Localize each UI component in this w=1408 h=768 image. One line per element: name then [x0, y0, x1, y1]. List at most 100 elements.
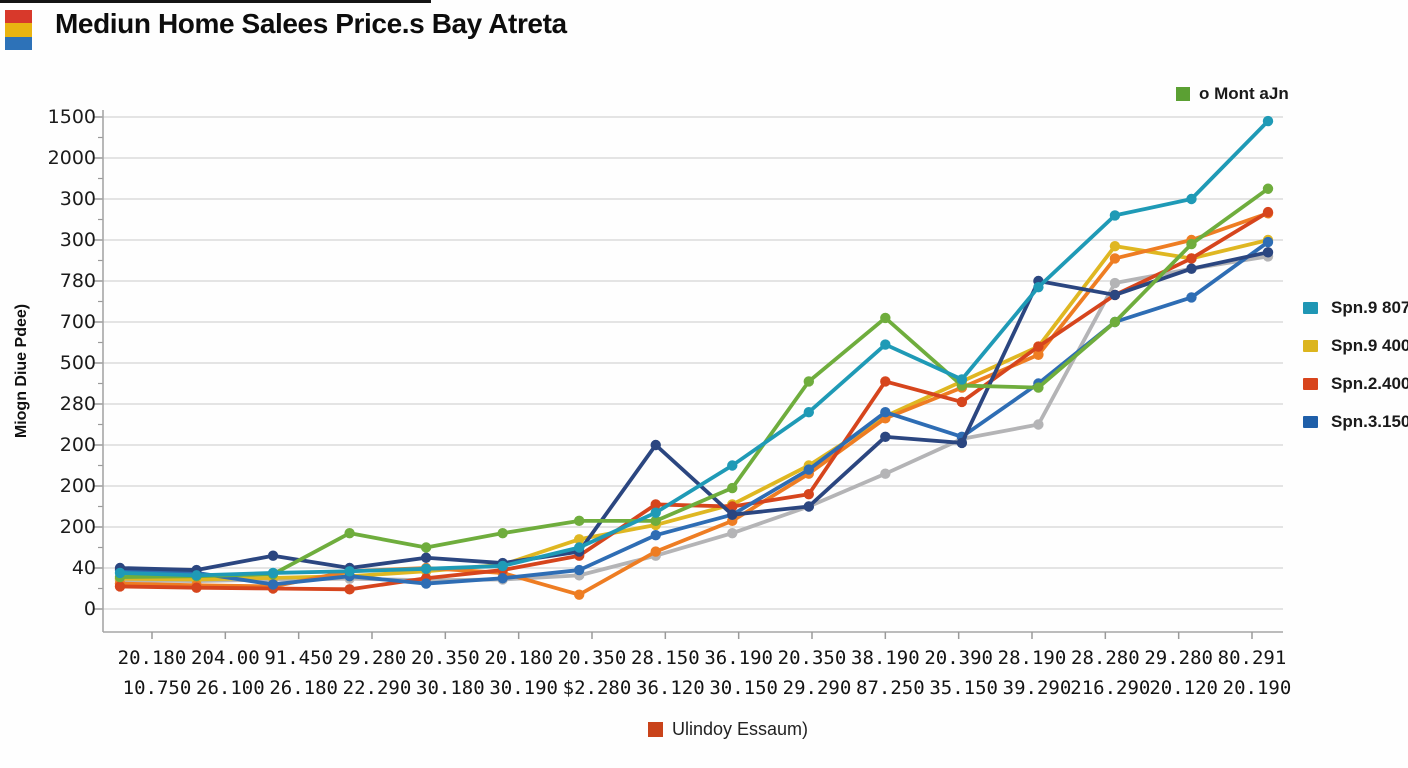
x-tick-label: 80.291	[1217, 647, 1287, 669]
data-point	[574, 515, 585, 527]
y-tick-label: 300	[59, 229, 96, 251]
x-tick-label: 20.120	[1149, 677, 1218, 699]
x-tick-label: 20.350	[777, 647, 847, 669]
data-point	[1109, 253, 1121, 264]
data-point	[267, 567, 279, 579]
data-point	[727, 509, 738, 520]
data-point	[880, 376, 891, 387]
data-point	[191, 582, 202, 593]
data-point	[803, 501, 814, 512]
series-line-series-gray	[118, 254, 1270, 584]
x-tick-label: $2.280	[562, 677, 632, 699]
data-point	[420, 542, 432, 553]
data-point	[574, 564, 585, 576]
legend-label: Spn.9 400	[1331, 336, 1408, 355]
x-tick-label: 29.280	[1144, 647, 1213, 669]
series-line-o-mont-ajn	[118, 186, 1270, 579]
y-tick-label: 280	[59, 393, 96, 415]
data-point	[1033, 281, 1044, 293]
logo-yellow-band	[5, 23, 32, 37]
x-tick-label: 204.00	[191, 647, 260, 669]
x-tick-label: 216.290	[1070, 677, 1151, 699]
x-tick-label: 29.280	[337, 647, 407, 669]
legend-label: Spn.2.400	[1331, 374, 1408, 393]
data-point	[420, 552, 432, 563]
y-tick-label: 200	[59, 516, 96, 538]
legend-item: Spn.9 807	[1303, 298, 1408, 318]
data-point	[1262, 236, 1274, 248]
y-tick-label: 1500	[47, 106, 96, 128]
data-point	[1262, 183, 1274, 194]
x-tick-label: 30.180	[416, 677, 485, 699]
legend-swatch	[1303, 378, 1318, 390]
data-point	[880, 312, 891, 324]
legend-top-label: o Mont aJn	[1199, 84, 1289, 103]
data-point	[191, 570, 202, 581]
x-tick-label: 28.150	[631, 647, 700, 669]
data-point	[880, 407, 891, 418]
data-point	[1109, 240, 1121, 252]
x-tick-label: 39.290	[1002, 677, 1072, 699]
x-tick-label: 26.100	[196, 677, 265, 699]
legend-label: Spn.9 807	[1331, 298, 1408, 317]
logo-icon	[5, 10, 32, 50]
data-point	[1186, 193, 1197, 205]
legend-label: Spn.3.150	[1331, 412, 1408, 431]
data-point	[803, 407, 814, 418]
data-point	[1186, 253, 1197, 264]
data-point	[1109, 210, 1121, 221]
series-line-spn-9-807	[118, 119, 1270, 578]
y-tick-label: 40	[71, 557, 96, 579]
x-tick-label: 36.190	[704, 647, 773, 669]
data-point	[1033, 349, 1044, 360]
data-point	[956, 396, 968, 408]
data-point	[727, 527, 738, 539]
data-point	[497, 527, 508, 539]
data-point	[267, 579, 279, 590]
data-point	[267, 550, 279, 561]
y-tick-label: 700	[59, 311, 96, 333]
data-point	[880, 339, 891, 350]
y-tick-label: 300	[59, 188, 96, 210]
x-tick-label: 20.180	[117, 647, 187, 669]
x-tick-label: 22.290	[342, 677, 412, 699]
legend-item: Spn.3.150	[1303, 412, 1408, 432]
x-tick-label: 36.120	[636, 677, 705, 699]
data-point	[1109, 316, 1121, 328]
data-point	[803, 489, 814, 500]
x-tick-label: 38.190	[851, 647, 920, 669]
data-point	[1033, 341, 1044, 352]
data-point	[803, 376, 814, 387]
data-point	[803, 464, 814, 475]
legend-swatch	[1303, 302, 1318, 314]
top-black-bar	[0, 0, 431, 3]
y-tick-label: 780	[59, 270, 96, 292]
data-point	[497, 573, 508, 584]
y-tick-label: 200	[59, 434, 96, 456]
x-tick-label: 28.280	[1071, 647, 1140, 669]
legend-swatch	[1303, 340, 1318, 352]
data-point	[1033, 419, 1044, 430]
legend-bottom-swatch	[648, 722, 663, 737]
data-point	[344, 584, 355, 595]
x-tick-label: 20.390	[924, 647, 993, 669]
x-tick-label: 20.350	[557, 647, 627, 669]
data-point	[727, 460, 738, 471]
x-tick-label: 28.190	[997, 647, 1067, 669]
legend-item: Spn.2.400	[1303, 374, 1408, 394]
logo-blue-band	[5, 36, 32, 50]
data-point	[114, 567, 126, 579]
data-point	[1109, 277, 1121, 289]
data-point	[956, 374, 968, 385]
data-point	[727, 482, 738, 494]
legend-bottom: Ulindoy Essaum)	[648, 719, 808, 740]
data-point	[420, 578, 432, 589]
data-point	[650, 530, 661, 541]
x-tick-label: 20.180	[484, 647, 553, 669]
data-point	[1262, 206, 1274, 218]
data-point	[650, 507, 661, 518]
data-point	[1262, 247, 1274, 258]
series-line-series-blue	[118, 240, 1270, 587]
data-point	[574, 542, 585, 553]
x-tick-label: 20.350	[411, 647, 480, 669]
